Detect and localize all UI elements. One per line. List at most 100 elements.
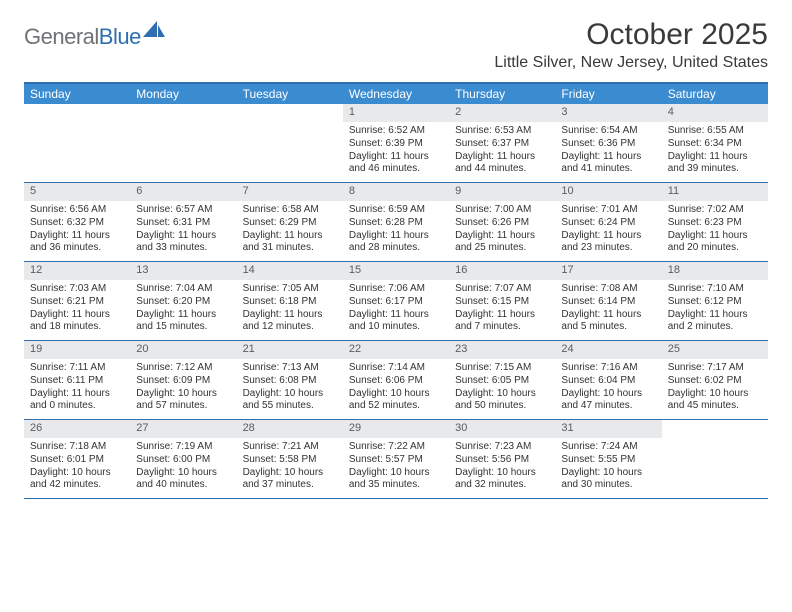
day-number: 20 (130, 341, 236, 359)
day-number: 26 (24, 420, 130, 438)
weekday-header: Tuesday (237, 84, 343, 104)
day-details: Sunrise: 7:11 AMSunset: 6:11 PMDaylight:… (24, 359, 130, 419)
calendar-week: ...1Sunrise: 6:52 AMSunset: 6:39 PMDayli… (24, 104, 768, 183)
daylight-line: Daylight: 10 hours and 57 minutes. (136, 388, 230, 413)
calendar: SundayMondayTuesdayWednesdayThursdayFrid… (24, 82, 768, 499)
day-number: 22 (343, 341, 449, 359)
day-details: Sunrise: 7:12 AMSunset: 6:09 PMDaylight:… (130, 359, 236, 419)
day-details: Sunrise: 7:19 AMSunset: 6:00 PMDaylight:… (130, 438, 236, 498)
day-details: Sunrise: 7:14 AMSunset: 6:06 PMDaylight:… (343, 359, 449, 419)
day-details: Sunrise: 7:08 AMSunset: 6:14 PMDaylight:… (555, 280, 661, 340)
location: Little Silver, New Jersey, United States (494, 54, 768, 72)
calendar-body: ...1Sunrise: 6:52 AMSunset: 6:39 PMDayli… (24, 104, 768, 499)
daylight-line: Daylight: 11 hours and 44 minutes. (455, 151, 549, 176)
day-number: 4 (662, 104, 768, 122)
weekday-header: Monday (130, 84, 236, 104)
day-details: Sunrise: 7:15 AMSunset: 6:05 PMDaylight:… (449, 359, 555, 419)
sunrise-line: Sunrise: 6:53 AM (455, 125, 549, 138)
sunset-line: Sunset: 5:57 PM (349, 454, 443, 467)
day-number: 5 (24, 183, 130, 201)
calendar-cell: 13Sunrise: 7:04 AMSunset: 6:20 PMDayligh… (130, 262, 236, 340)
day-number: 29 (343, 420, 449, 438)
sunset-line: Sunset: 6:34 PM (668, 138, 762, 151)
sunset-line: Sunset: 6:11 PM (30, 375, 124, 388)
day-number: 25 (662, 341, 768, 359)
day-number: 24 (555, 341, 661, 359)
sunset-line: Sunset: 6:26 PM (455, 217, 549, 230)
day-details: Sunrise: 7:07 AMSunset: 6:15 PMDaylight:… (449, 280, 555, 340)
day-number: 12 (24, 262, 130, 280)
calendar-cell: 3Sunrise: 6:54 AMSunset: 6:36 PMDaylight… (555, 104, 661, 182)
day-number: 10 (555, 183, 661, 201)
sunset-line: Sunset: 6:20 PM (136, 296, 230, 309)
day-number: 11 (662, 183, 768, 201)
sunset-line: Sunset: 6:24 PM (561, 217, 655, 230)
calendar-cell: 19Sunrise: 7:11 AMSunset: 6:11 PMDayligh… (24, 341, 130, 419)
logo-text-blue: Blue (99, 24, 141, 49)
daylight-line: Daylight: 11 hours and 12 minutes. (243, 309, 337, 334)
day-details: Sunrise: 7:21 AMSunset: 5:58 PMDaylight:… (237, 438, 343, 498)
calendar-week: 19Sunrise: 7:11 AMSunset: 6:11 PMDayligh… (24, 341, 768, 420)
weekday-header: Wednesday (343, 84, 449, 104)
day-details: Sunrise: 6:52 AMSunset: 6:39 PMDaylight:… (343, 122, 449, 182)
sunrise-line: Sunrise: 7:10 AM (668, 283, 762, 296)
day-details: Sunrise: 6:53 AMSunset: 6:37 PMDaylight:… (449, 122, 555, 182)
daylight-line: Daylight: 11 hours and 41 minutes. (561, 151, 655, 176)
day-details: Sunrise: 7:00 AMSunset: 6:26 PMDaylight:… (449, 201, 555, 261)
calendar-cell: 25Sunrise: 7:17 AMSunset: 6:02 PMDayligh… (662, 341, 768, 419)
day-number: 1 (343, 104, 449, 122)
weekday-header: Sunday (24, 84, 130, 104)
day-number: 30 (449, 420, 555, 438)
day-details: Sunrise: 6:55 AMSunset: 6:34 PMDaylight:… (662, 122, 768, 182)
sunrise-line: Sunrise: 7:00 AM (455, 204, 549, 217)
calendar-cell: 2Sunrise: 6:53 AMSunset: 6:37 PMDaylight… (449, 104, 555, 182)
day-number: 2 (449, 104, 555, 122)
sunset-line: Sunset: 6:15 PM (455, 296, 549, 309)
calendar-cell: 27Sunrise: 7:19 AMSunset: 6:00 PMDayligh… (130, 420, 236, 498)
weekday-header: Thursday (449, 84, 555, 104)
daylight-line: Daylight: 11 hours and 20 minutes. (668, 230, 762, 255)
sunrise-line: Sunrise: 6:52 AM (349, 125, 443, 138)
daylight-line: Daylight: 11 hours and 25 minutes. (455, 230, 549, 255)
sunset-line: Sunset: 5:58 PM (243, 454, 337, 467)
sunrise-line: Sunrise: 7:03 AM (30, 283, 124, 296)
day-number: 8 (343, 183, 449, 201)
weekday-header-row: SundayMondayTuesdayWednesdayThursdayFrid… (24, 84, 768, 104)
page-header: GeneralBlue October 2025 Little Silver, … (24, 18, 768, 72)
day-number: 27 (130, 420, 236, 438)
sunrise-line: Sunrise: 7:01 AM (561, 204, 655, 217)
sunset-line: Sunset: 6:18 PM (243, 296, 337, 309)
calendar-cell: 18Sunrise: 7:10 AMSunset: 6:12 PMDayligh… (662, 262, 768, 340)
day-details: Sunrise: 7:10 AMSunset: 6:12 PMDaylight:… (662, 280, 768, 340)
sunrise-line: Sunrise: 7:07 AM (455, 283, 549, 296)
sunset-line: Sunset: 6:37 PM (455, 138, 549, 151)
day-details: Sunrise: 7:16 AMSunset: 6:04 PMDaylight:… (555, 359, 661, 419)
day-details: Sunrise: 7:24 AMSunset: 5:55 PMDaylight:… (555, 438, 661, 498)
sunrise-line: Sunrise: 7:05 AM (243, 283, 337, 296)
sunrise-line: Sunrise: 7:14 AM (349, 362, 443, 375)
calendar-cell: 5Sunrise: 6:56 AMSunset: 6:32 PMDaylight… (24, 183, 130, 261)
day-number: 9 (449, 183, 555, 201)
daylight-line: Daylight: 10 hours and 37 minutes. (243, 467, 337, 492)
title-block: October 2025 Little Silver, New Jersey, … (494, 18, 768, 72)
daylight-line: Daylight: 10 hours and 30 minutes. (561, 467, 655, 492)
daylight-line: Daylight: 11 hours and 7 minutes. (455, 309, 549, 334)
day-number: 19 (24, 341, 130, 359)
day-details: Sunrise: 7:23 AMSunset: 5:56 PMDaylight:… (449, 438, 555, 498)
calendar-cell: . (130, 104, 236, 182)
calendar-week: 5Sunrise: 6:56 AMSunset: 6:32 PMDaylight… (24, 183, 768, 262)
day-number: 17 (555, 262, 661, 280)
sunset-line: Sunset: 6:09 PM (136, 375, 230, 388)
daylight-line: Daylight: 11 hours and 10 minutes. (349, 309, 443, 334)
logo: GeneralBlue (24, 24, 165, 50)
day-details: Sunrise: 6:58 AMSunset: 6:29 PMDaylight:… (237, 201, 343, 261)
logo-text: GeneralBlue (24, 24, 141, 50)
calendar-cell: 16Sunrise: 7:07 AMSunset: 6:15 PMDayligh… (449, 262, 555, 340)
sunrise-line: Sunrise: 6:59 AM (349, 204, 443, 217)
daylight-line: Daylight: 11 hours and 46 minutes. (349, 151, 443, 176)
month-title: October 2025 (494, 18, 768, 52)
calendar-cell: 30Sunrise: 7:23 AMSunset: 5:56 PMDayligh… (449, 420, 555, 498)
calendar-cell: 20Sunrise: 7:12 AMSunset: 6:09 PMDayligh… (130, 341, 236, 419)
daylight-line: Daylight: 11 hours and 36 minutes. (30, 230, 124, 255)
day-details: Sunrise: 7:18 AMSunset: 6:01 PMDaylight:… (24, 438, 130, 498)
